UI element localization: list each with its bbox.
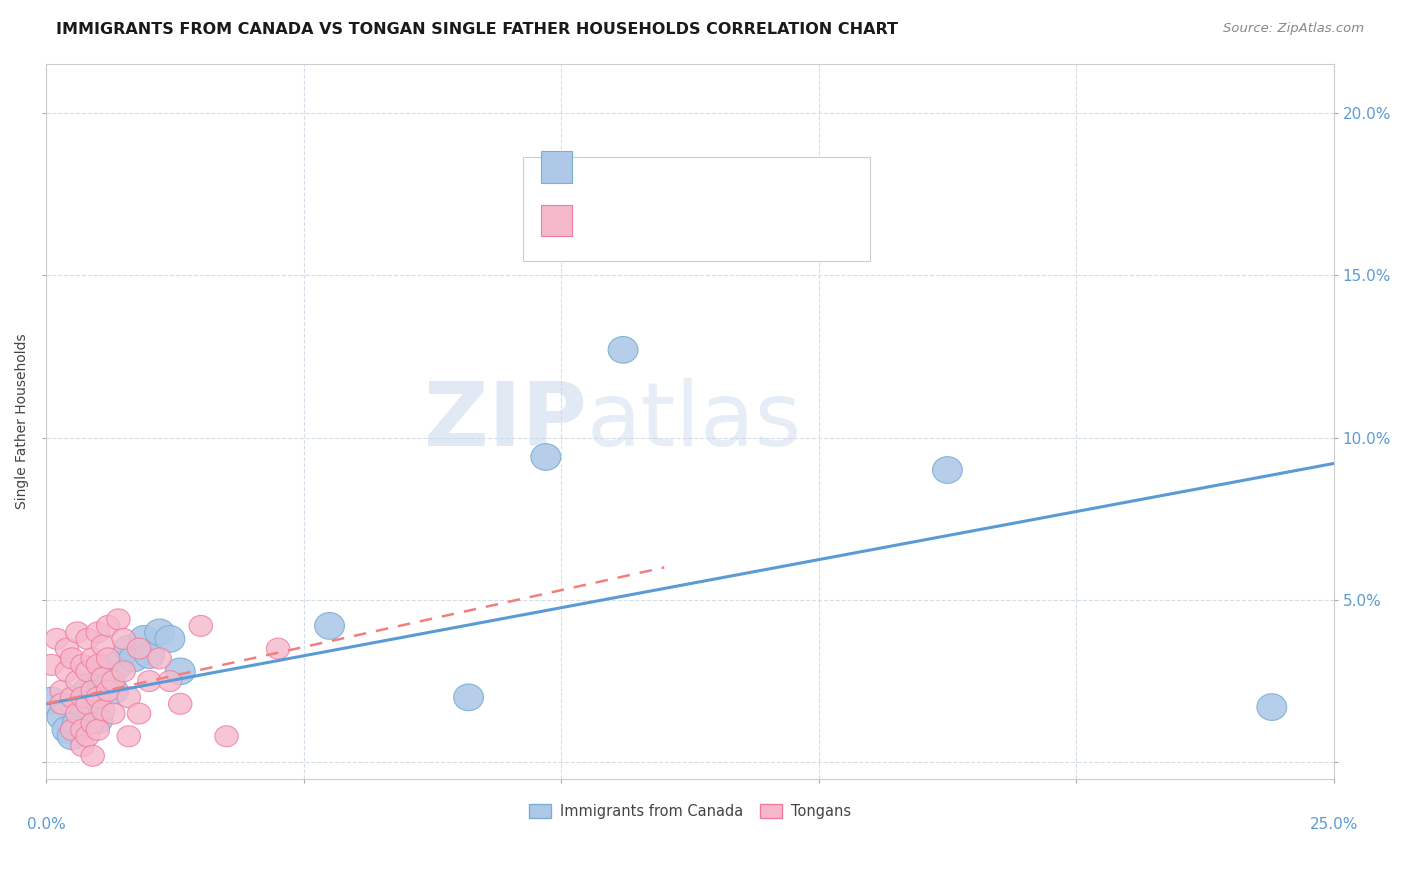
Text: 25.0%: 25.0%: [1309, 817, 1358, 832]
Ellipse shape: [60, 719, 84, 740]
Ellipse shape: [51, 693, 73, 714]
Ellipse shape: [60, 648, 84, 669]
Ellipse shape: [97, 681, 120, 701]
Ellipse shape: [66, 703, 89, 724]
Ellipse shape: [70, 719, 94, 740]
Ellipse shape: [39, 655, 63, 675]
Ellipse shape: [46, 704, 77, 731]
Ellipse shape: [145, 619, 174, 646]
Ellipse shape: [120, 645, 149, 672]
Ellipse shape: [55, 638, 79, 659]
Ellipse shape: [86, 622, 110, 643]
Ellipse shape: [91, 667, 115, 689]
Text: R = 0.336   N = 50: R = 0.336 N = 50: [586, 211, 763, 229]
Ellipse shape: [62, 710, 93, 737]
Ellipse shape: [70, 687, 94, 708]
Ellipse shape: [77, 697, 108, 723]
Ellipse shape: [76, 628, 100, 649]
Ellipse shape: [112, 661, 135, 681]
Ellipse shape: [66, 622, 89, 643]
Ellipse shape: [166, 658, 195, 685]
Ellipse shape: [129, 625, 159, 652]
Ellipse shape: [67, 690, 97, 717]
Ellipse shape: [609, 336, 638, 363]
Y-axis label: Single Father Households: Single Father Households: [15, 334, 30, 509]
Ellipse shape: [82, 648, 104, 669]
Ellipse shape: [97, 615, 120, 636]
Ellipse shape: [114, 635, 143, 662]
Ellipse shape: [86, 687, 110, 708]
Ellipse shape: [91, 635, 115, 656]
Ellipse shape: [159, 671, 181, 691]
Ellipse shape: [1257, 694, 1286, 721]
Ellipse shape: [37, 687, 66, 714]
Legend: Immigrants from Canada, Tongans: Immigrants from Canada, Tongans: [523, 798, 856, 825]
Ellipse shape: [45, 628, 69, 649]
Ellipse shape: [89, 658, 118, 685]
Ellipse shape: [86, 719, 110, 740]
Ellipse shape: [86, 655, 110, 675]
Ellipse shape: [107, 609, 131, 630]
Ellipse shape: [58, 723, 87, 749]
Ellipse shape: [101, 671, 125, 691]
Ellipse shape: [117, 726, 141, 747]
Ellipse shape: [454, 684, 484, 711]
Ellipse shape: [55, 661, 79, 681]
Ellipse shape: [215, 726, 238, 747]
Ellipse shape: [155, 625, 184, 652]
Ellipse shape: [70, 736, 94, 756]
Ellipse shape: [101, 703, 125, 724]
FancyBboxPatch shape: [523, 157, 870, 260]
FancyBboxPatch shape: [541, 205, 572, 236]
Ellipse shape: [70, 655, 94, 675]
Ellipse shape: [128, 703, 150, 724]
Ellipse shape: [82, 681, 104, 701]
Text: Source: ZipAtlas.com: Source: ZipAtlas.com: [1223, 22, 1364, 36]
Ellipse shape: [51, 681, 73, 701]
Ellipse shape: [83, 706, 112, 733]
Ellipse shape: [104, 651, 134, 678]
Text: atlas: atlas: [586, 378, 803, 465]
Ellipse shape: [91, 700, 115, 721]
Ellipse shape: [52, 716, 82, 743]
Ellipse shape: [266, 638, 290, 659]
Text: ZIP: ZIP: [425, 378, 586, 465]
Ellipse shape: [76, 661, 100, 681]
Ellipse shape: [82, 746, 104, 766]
Ellipse shape: [135, 641, 165, 668]
Ellipse shape: [98, 678, 128, 704]
Ellipse shape: [73, 678, 103, 704]
Ellipse shape: [932, 457, 962, 483]
Ellipse shape: [66, 671, 89, 691]
Ellipse shape: [60, 687, 84, 708]
Ellipse shape: [97, 648, 120, 669]
Ellipse shape: [93, 668, 124, 695]
Ellipse shape: [190, 615, 212, 636]
Ellipse shape: [117, 687, 141, 708]
Text: 0.0%: 0.0%: [27, 817, 66, 832]
Text: R = 0.351   N = 26: R = 0.351 N = 26: [586, 158, 765, 176]
Ellipse shape: [112, 628, 135, 649]
Ellipse shape: [76, 693, 100, 714]
Ellipse shape: [148, 648, 172, 669]
Ellipse shape: [76, 726, 100, 747]
Ellipse shape: [128, 638, 150, 659]
FancyBboxPatch shape: [541, 152, 572, 183]
Text: IMMIGRANTS FROM CANADA VS TONGAN SINGLE FATHER HOUSEHOLDS CORRELATION CHART: IMMIGRANTS FROM CANADA VS TONGAN SINGLE …: [56, 22, 898, 37]
Ellipse shape: [531, 443, 561, 470]
Ellipse shape: [82, 713, 104, 734]
Ellipse shape: [315, 613, 344, 640]
Ellipse shape: [169, 693, 193, 714]
Ellipse shape: [138, 671, 162, 691]
